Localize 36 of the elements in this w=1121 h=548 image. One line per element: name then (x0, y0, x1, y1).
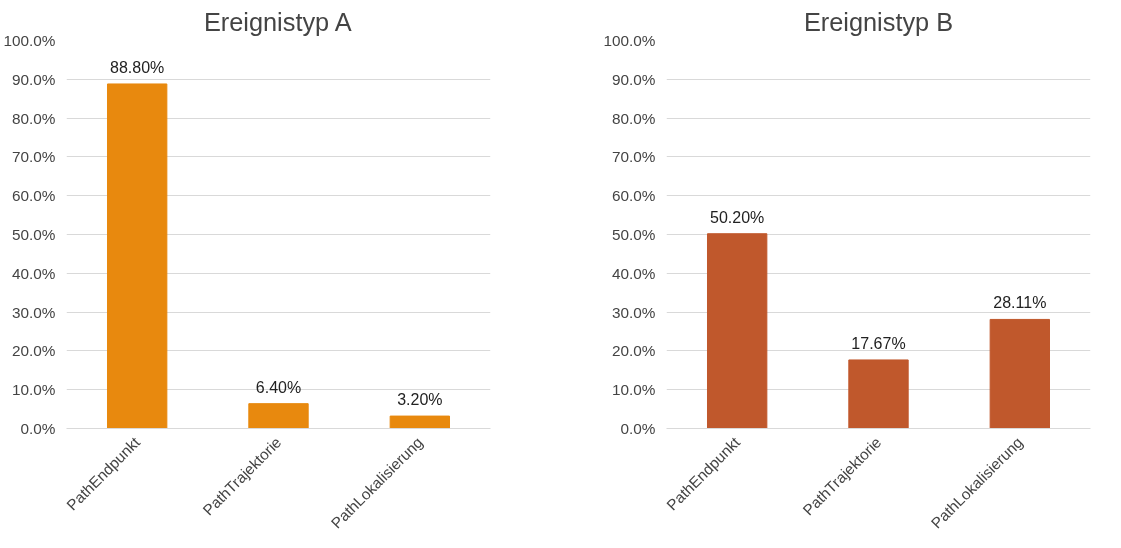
y-tick-label: 0.0% (620, 420, 656, 437)
chart-title: Ereignistyp A (203, 7, 352, 36)
y-tick-label: 0.0% (20, 420, 56, 437)
bar (989, 318, 1051, 429)
data-label: 17.67% (851, 334, 906, 352)
y-tick-label: 10.0% (12, 381, 56, 399)
y-tick-label: 30.0% (12, 303, 56, 321)
data-label: 3.20% (397, 391, 443, 409)
y-tick-label: 90.0% (612, 70, 656, 88)
y-tick-label: 30.0% (612, 303, 656, 321)
y-tick-label: 70.0% (612, 148, 656, 166)
y-tick-label: 50.0% (12, 226, 56, 243)
y-tick-label: 60.0% (612, 187, 656, 205)
bar (248, 403, 309, 429)
y-tick-label: 20.0% (12, 342, 56, 360)
y-tick-label: 10.0% (612, 381, 656, 399)
bar (389, 415, 451, 429)
y-tick-label: 40.0% (612, 264, 656, 282)
y-tick-label: 20.0% (612, 342, 656, 360)
bar (848, 359, 909, 429)
data-label: 28.11% (993, 294, 1047, 312)
data-label: 6.40% (255, 378, 302, 396)
y-tick-label: 60.0% (12, 187, 56, 205)
y-tick-label: 50.0% (612, 226, 656, 243)
y-tick-label: 100.0% (603, 32, 656, 49)
y-tick-label: 90.0% (12, 70, 56, 88)
y-tick-label: 100.0% (3, 32, 56, 49)
y-tick-label: 70.0% (12, 148, 56, 166)
bar (106, 83, 168, 429)
y-tick-label: 80.0% (612, 109, 656, 127)
data-label: 50.20% (710, 208, 765, 226)
y-tick-label: 40.0% (12, 264, 56, 282)
y-tick-label: 80.0% (12, 109, 56, 127)
data-label: 88.80% (110, 58, 165, 76)
bar (706, 233, 768, 429)
chart-title: Ereignistyp B (803, 7, 954, 36)
